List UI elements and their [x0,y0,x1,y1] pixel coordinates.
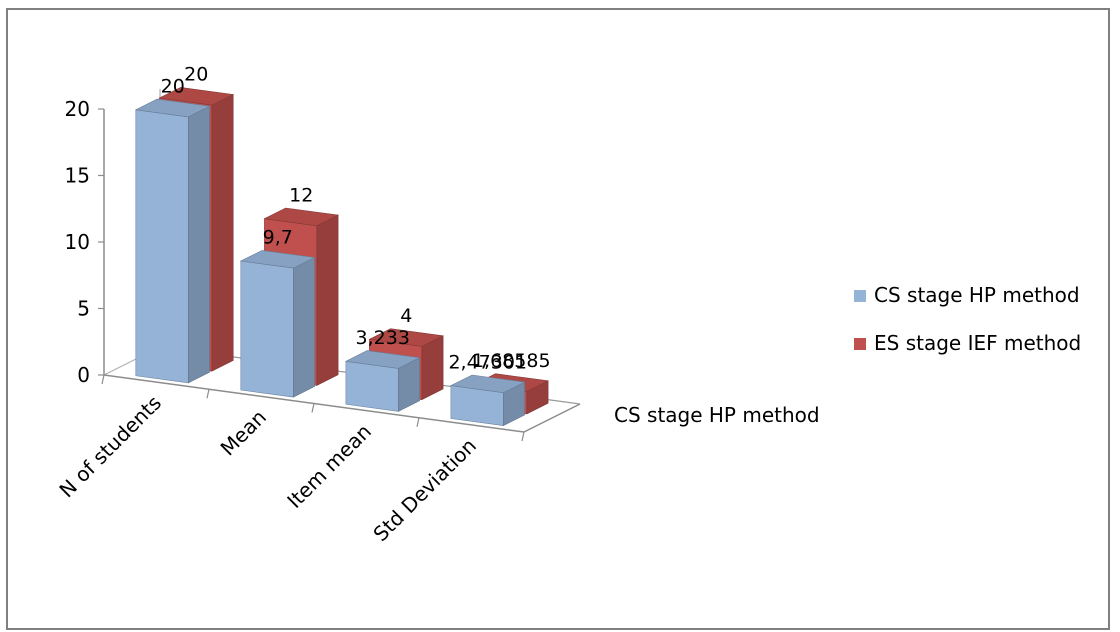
x-tick-mark [311,403,315,413]
x-category-label: Item mean [282,419,376,513]
bar-cs-hp-3[interactable] [449,374,526,427]
bar-top-face [368,328,445,347]
depth-axis-label: CS stage HP method [614,403,820,427]
bar-side-face [188,105,210,384]
x-category-label: Std Deviation [368,433,481,546]
y-tick-label: 10 [65,230,90,254]
bar-top-face [158,87,235,106]
data-label: 3,233 [356,327,410,349]
legend-item-0[interactable]: CS stage HP method [854,283,1080,307]
bar-top-face [239,250,316,269]
bars [134,87,550,427]
x-category-label: N of students [54,391,166,503]
bar-top-face [449,374,526,394]
bar-side-face [316,214,339,386]
depth-axis-line [523,403,581,433]
data-label: 20 [184,64,208,86]
legend-item-1[interactable]: ES stage IEF method [854,331,1081,355]
x-tick-mark [206,389,210,399]
data-label: 4 [400,305,412,327]
bar-cs-hp-0[interactable] [134,98,211,384]
bar-front-face [240,260,294,398]
bar-side-face [293,257,315,398]
y-tick-label: 15 [65,164,90,188]
bar-cs-hp-2[interactable] [344,350,421,412]
bar-top-face [344,350,421,369]
y-tick-label: 20 [65,97,90,121]
x-tick-mark [416,417,420,427]
bar-side-face [421,335,444,401]
chart-canvas: 0 5 10 15 20 20 12 4 1,68585 20 9,7 3,233 2,47301 N … [54,64,1081,546]
x-tick-mark [521,431,525,442]
legend-swatch [854,290,866,302]
legend[interactable]: CS stage HP method ES stage IEF method [854,283,1081,355]
x-tick-mark [101,374,105,385]
chart-frame: 0 5 10 15 20 20 12 4 1,68585 20 9,7 3,233 2,47301 N … [6,8,1110,630]
bar-top-face [134,98,211,118]
legend-label: ES stage IEF method [874,331,1081,355]
bar-front-face [135,109,189,384]
y-tick-label: 0 [77,363,90,387]
y-tick-label: 5 [77,297,90,321]
data-label: 12 [289,184,313,206]
bar-top-face [263,207,340,227]
data-label: 2,47301 [448,351,527,373]
data-label: 20 [161,75,185,97]
data-label: 1,68585 [472,350,551,372]
x-category-label: Mean [216,405,272,461]
bar-front-face [345,360,399,412]
data-label: 9,7 [263,227,293,249]
bar-cs-hp-1[interactable] [239,250,316,398]
legend-label: CS stage HP method [874,283,1080,307]
legend-swatch [854,338,866,350]
bar-side-face [211,94,234,372]
